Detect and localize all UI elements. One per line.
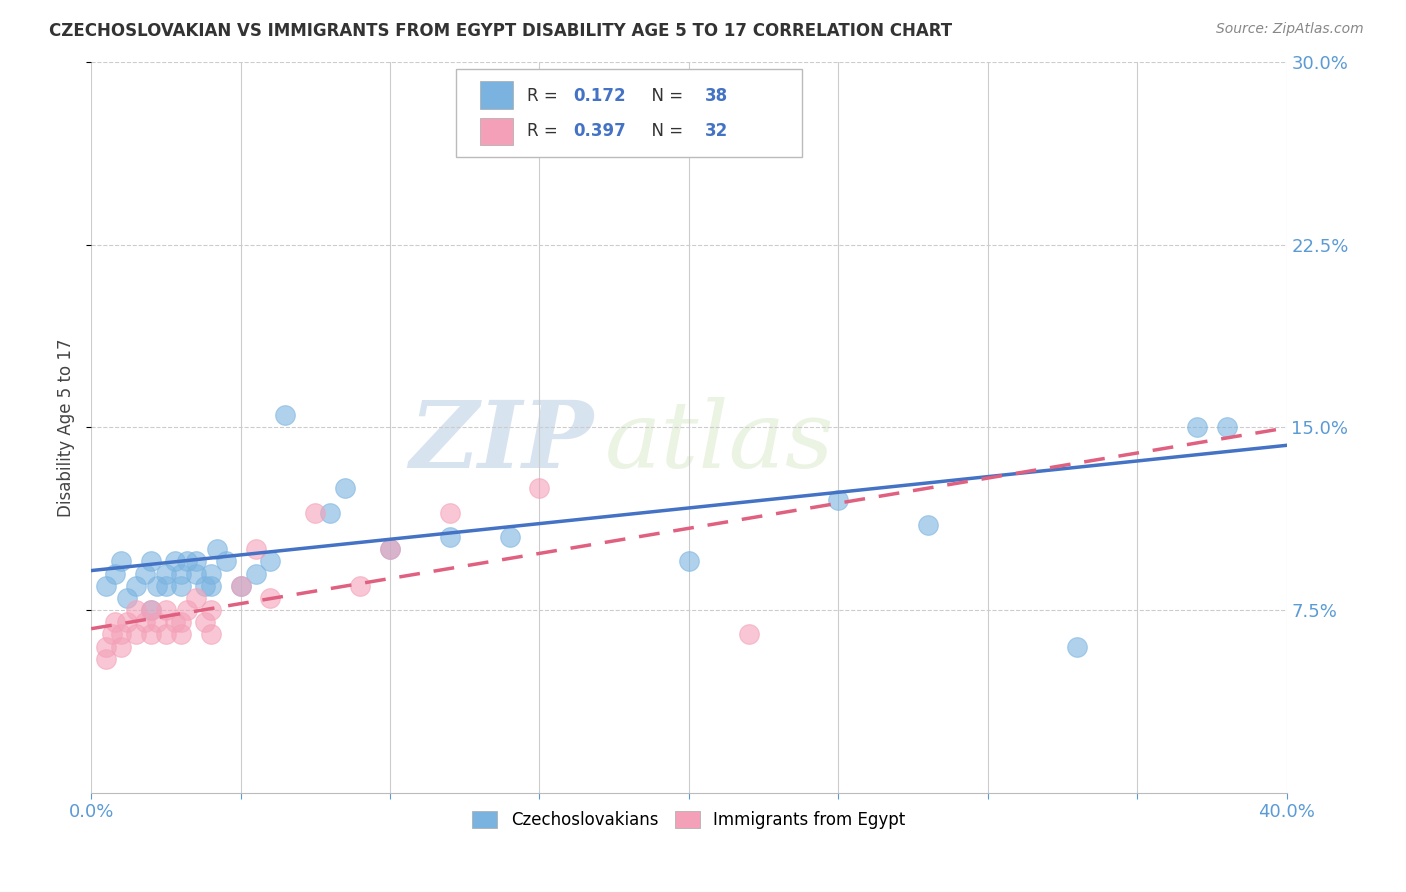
Point (184, 591, 207, 605)
Point (200, 579, 222, 593)
Legend: Czechoslovakians, Immigrants from Egypt: Czechoslovakians, Immigrants from Egypt (465, 804, 912, 836)
Text: Source: ZipAtlas.com: Source: ZipAtlas.com (1216, 22, 1364, 37)
Point (194, 615, 217, 630)
Point (155, 627, 177, 641)
Point (1066, 640, 1088, 654)
Point (194, 579, 217, 593)
Point (229, 579, 252, 593)
Point (139, 603, 162, 617)
Point (125, 579, 148, 593)
Point (134, 615, 156, 630)
Point (115, 591, 138, 605)
Text: 38: 38 (704, 87, 727, 104)
Point (125, 603, 148, 617)
Point (498, 530, 520, 544)
Text: R =: R = (527, 122, 564, 140)
Point (176, 603, 198, 617)
Point (146, 615, 169, 630)
FancyBboxPatch shape (456, 70, 803, 157)
Point (827, 493, 849, 508)
Point (163, 554, 186, 568)
Point (104, 615, 127, 630)
Bar (479, 81, 513, 109)
Text: N =: N = (641, 122, 689, 140)
Point (110, 640, 132, 654)
Point (139, 554, 162, 568)
Point (110, 554, 132, 568)
Point (200, 627, 222, 641)
Point (200, 566, 222, 581)
Point (184, 566, 207, 581)
Point (94, 651, 117, 665)
Point (101, 627, 124, 641)
Point (139, 627, 162, 641)
Point (1216, 420, 1239, 434)
Point (245, 566, 267, 581)
Point (170, 566, 193, 581)
Point (155, 566, 177, 581)
Point (205, 542, 228, 557)
Point (678, 554, 700, 568)
Point (139, 603, 162, 617)
Point (274, 408, 297, 422)
Point (104, 566, 127, 581)
Point (529, 481, 551, 495)
Text: CZECHOSLOVAKIAN VS IMMIGRANTS FROM EGYPT DISABILITY AGE 5 TO 17 CORRELATION CHAR: CZECHOSLOVAKIAN VS IMMIGRANTS FROM EGYPT… (49, 22, 952, 40)
Point (917, 517, 939, 532)
Point (94, 579, 117, 593)
Point (558, 128, 581, 143)
Point (1185, 420, 1208, 434)
Bar (479, 118, 513, 145)
Point (378, 542, 401, 557)
Text: ZIP: ZIP (409, 397, 593, 487)
Point (349, 579, 371, 593)
Point (259, 591, 281, 605)
Point (184, 554, 207, 568)
Point (134, 566, 156, 581)
Point (170, 627, 193, 641)
Point (245, 542, 267, 557)
Point (304, 506, 326, 520)
Point (155, 579, 177, 593)
Point (125, 627, 148, 641)
Text: 32: 32 (704, 122, 728, 140)
Point (439, 506, 461, 520)
Point (259, 554, 281, 568)
Point (110, 627, 132, 641)
Point (163, 615, 186, 630)
Point (200, 603, 222, 617)
Point (176, 554, 198, 568)
Point (439, 530, 461, 544)
Text: R =: R = (527, 87, 564, 104)
Text: atlas: atlas (605, 397, 835, 487)
Point (335, 481, 357, 495)
Point (115, 615, 138, 630)
Point (94, 640, 117, 654)
Point (146, 579, 169, 593)
Point (737, 627, 759, 641)
Point (319, 506, 342, 520)
Point (229, 579, 252, 593)
Text: 0.172: 0.172 (572, 87, 626, 104)
Point (170, 579, 193, 593)
Text: N =: N = (641, 87, 689, 104)
Point (214, 554, 236, 568)
Point (170, 615, 193, 630)
Text: 0.397: 0.397 (572, 122, 626, 140)
Y-axis label: Disability Age 5 to 17: Disability Age 5 to 17 (58, 338, 75, 516)
Point (378, 542, 401, 557)
Point (155, 603, 177, 617)
